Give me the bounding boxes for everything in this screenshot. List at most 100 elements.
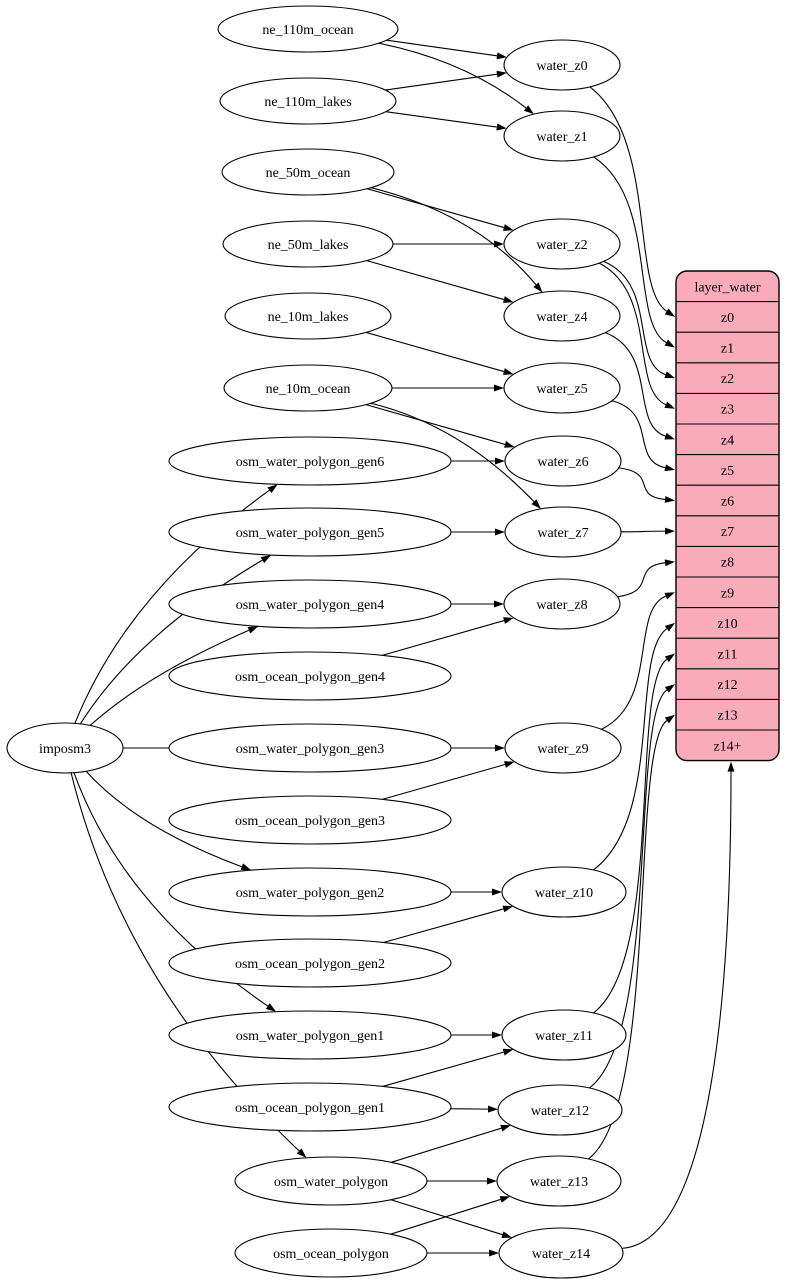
edge-ne_10m_ocean-water_z5 xyxy=(392,385,504,392)
node-water_z0-label: water_z0 xyxy=(536,59,587,74)
node-osm_water_polygon_gen4: osm_water_polygon_gen4 xyxy=(169,580,451,628)
edge-osm_water_polygon-water_z14-arrowhead xyxy=(501,1231,512,1238)
node-imposm3: imposm3 xyxy=(7,723,123,773)
edge-osm_water_polygon_gen5-water_z7-arrowhead xyxy=(495,529,505,536)
edge-osm_water_polygon-water_z12-line xyxy=(391,1128,501,1162)
node-water_z8: water_z8 xyxy=(504,579,620,629)
edge-water_z4-z4-arrowhead xyxy=(664,433,675,440)
edge-osm_water_polygon-water_z13 xyxy=(427,1178,497,1185)
edge-osm_ocean_polygon-water_z14-arrowhead xyxy=(489,1250,499,1257)
edge-imposm3-osm_water_polygon_gen2-arrowhead xyxy=(241,863,252,870)
edge-osm_water_polygon_gen3-water_z9 xyxy=(448,745,505,752)
edge-osm_ocean_polygon-water_z13-arrowhead xyxy=(500,1196,511,1203)
node-osm_ocean_polygon: osm_ocean_polygon xyxy=(235,1229,427,1277)
edge-osm_ocean_polygon_gen4-water_z8-arrowhead xyxy=(503,617,514,624)
edge-water_z14-z14plus-arrowhead xyxy=(728,762,735,772)
edge-ne_10m_ocean-water_z6-line xyxy=(366,405,505,445)
node-water_z1-label: water_z1 xyxy=(536,130,587,145)
edge-water_z7-z7-arrowhead xyxy=(665,528,675,535)
edge-ne_110m_ocean-water_z1-line xyxy=(379,43,526,108)
edge-ne_50m_ocean-water_z2-arrowhead xyxy=(503,224,514,231)
node-osm_water_polygon_gen5-label: osm_water_polygon_gen5 xyxy=(236,526,385,541)
node-osm_ocean_polygon_gen3: osm_ocean_polygon_gen3 xyxy=(169,796,451,844)
node-osm_water_polygon_gen3: osm_water_polygon_gen3 xyxy=(169,724,451,772)
edge-water_z0-z0-arrowhead xyxy=(665,308,675,316)
edge-water_z8-z8-arrowhead xyxy=(665,559,675,566)
table-row-z4-label: z4 xyxy=(721,433,734,448)
edge-water_z14-z14plus xyxy=(622,762,735,1249)
edge-osm_water_polygon_gen1-water_z11 xyxy=(448,1032,502,1039)
edge-ne_10m_ocean-water_z6-arrowhead xyxy=(504,441,515,448)
node-ne_10m_lakes-label: ne_10m_lakes xyxy=(268,310,349,325)
node-ne_110m_lakes: ne_110m_lakes xyxy=(220,78,396,124)
table-row-z14plus-label: z14+ xyxy=(713,739,741,754)
node-osm_water_polygon_gen3-label: osm_water_polygon_gen3 xyxy=(236,742,385,757)
edge-osm_water_polygon-water_z14 xyxy=(391,1200,512,1238)
edge-osm_water_polygon_gen2-water_z10-arrowhead xyxy=(492,889,502,896)
edge-water_z6-z6-arrowhead xyxy=(665,496,675,503)
node-water_z5-label: water_z5 xyxy=(536,382,587,397)
node-osm_water_polygon_gen6: osm_water_polygon_gen6 xyxy=(169,437,451,485)
edge-osm_ocean_polygon_gen1-water_z12 xyxy=(447,1106,498,1113)
edge-ne_110m_lakes-water_z1 xyxy=(386,112,507,131)
edge-osm_ocean_polygon_gen3-water_z9 xyxy=(382,761,514,799)
node-ne_50m_lakes-label: ne_50m_lakes xyxy=(268,238,349,253)
node-osm_water_polygon-label: osm_water_polygon xyxy=(274,1175,388,1190)
edge-ne_50m_lakes-water_z4-line xyxy=(367,261,504,300)
node-ne_50m_ocean: ne_50m_ocean xyxy=(222,149,394,195)
edge-water_z7-z7-line xyxy=(621,531,665,532)
node-water_z6: water_z6 xyxy=(505,436,621,486)
node-water_z10: water_z10 xyxy=(502,867,626,917)
node-imposm3-label: imposm3 xyxy=(39,742,91,757)
node-water_z7: water_z7 xyxy=(505,507,621,557)
edge-ne_10m_lakes-water_z5-arrowhead xyxy=(503,368,514,375)
table-row-z11-label: z11 xyxy=(718,648,738,663)
edge-ne_110m_lakes-water_z0-line xyxy=(385,74,497,90)
edge-water_z7-z7 xyxy=(621,528,675,535)
node-osm_ocean_polygon_gen2: osm_ocean_polygon_gen2 xyxy=(169,939,451,987)
edge-ne_110m_ocean-water_z0-arrowhead xyxy=(497,52,507,59)
node-osm_ocean_polygon_gen2-label: osm_ocean_polygon_gen2 xyxy=(235,957,385,972)
edges-layer xyxy=(71,40,734,1256)
node-ne_10m_lakes: ne_10m_lakes xyxy=(225,293,391,339)
table-row-z5-label: z5 xyxy=(721,464,734,479)
node-osm_water_polygon_gen4-label: osm_water_polygon_gen4 xyxy=(236,598,385,613)
edge-ne_10m_lakes-water_z5-line xyxy=(366,332,504,371)
node-osm_water_polygon_gen5: osm_water_polygon_gen5 xyxy=(169,508,451,556)
node-water_z8-label: water_z8 xyxy=(536,598,587,613)
edge-imposm3-osm_water_polygon_gen4-arrowhead xyxy=(248,626,259,633)
edge-water_z2-z3-arrowhead xyxy=(664,401,675,408)
node-osm_ocean_polygon_gen1-label: osm_ocean_polygon_gen1 xyxy=(235,1101,385,1116)
edge-ne_110m_ocean-water_z0-line xyxy=(387,40,497,56)
node-ne_50m_ocean-label: ne_50m_ocean xyxy=(266,166,351,181)
node-osm_water_polygon_gen1: osm_water_polygon_gen1 xyxy=(169,1011,451,1059)
node-water_z2: water_z2 xyxy=(504,219,620,269)
edge-water_z10-z10-arrowhead xyxy=(665,623,675,632)
table-row-z3-label: z3 xyxy=(721,403,734,418)
edge-water_z6-z6-line xyxy=(619,468,665,500)
edge-osm_ocean_polygon_gen2-water_z10-arrowhead xyxy=(502,906,513,913)
node-osm_water_polygon_gen6-label: osm_water_polygon_gen6 xyxy=(236,455,385,470)
node-osm_ocean_polygon_gen3-label: osm_ocean_polygon_gen3 xyxy=(235,814,385,829)
edge-osm_water_polygon_gen5-water_z7 xyxy=(448,529,505,536)
table-row-z10-label: z10 xyxy=(717,617,737,632)
edge-osm_water_polygon_gen6-water_z6-arrowhead xyxy=(495,458,505,465)
edge-ne_50m_ocean-water_z2-line xyxy=(367,189,504,228)
edge-water_z8-z8 xyxy=(617,559,675,596)
edge-ne_50m_lakes-water_z4-arrowhead xyxy=(503,296,514,303)
edge-water_z13-z13-arrowhead xyxy=(665,715,675,724)
node-water_z11: water_z11 xyxy=(502,1010,626,1060)
edge-osm_ocean_polygon_gen1-water_z11-line xyxy=(383,1052,504,1086)
node-water_z11-label: water_z11 xyxy=(535,1029,593,1044)
table-row-z9-label: z9 xyxy=(721,586,734,601)
edge-osm_water_polygon_gen3-water_z9-arrowhead xyxy=(495,745,505,752)
edge-osm_water_polygon_gen1-water_z11-arrowhead xyxy=(492,1032,502,1039)
node-osm_water_polygon_gen1-label: osm_water_polygon_gen1 xyxy=(236,1029,385,1044)
edge-water_z2-z2-arrowhead xyxy=(664,371,675,378)
node-osm_water_polygon_gen2-label: osm_water_polygon_gen2 xyxy=(236,886,385,901)
table-row-z13-label: z13 xyxy=(717,709,737,724)
node-ne_50m_lakes: ne_50m_lakes xyxy=(223,221,393,267)
edge-ne_50m_ocean-water_z2 xyxy=(367,189,514,231)
